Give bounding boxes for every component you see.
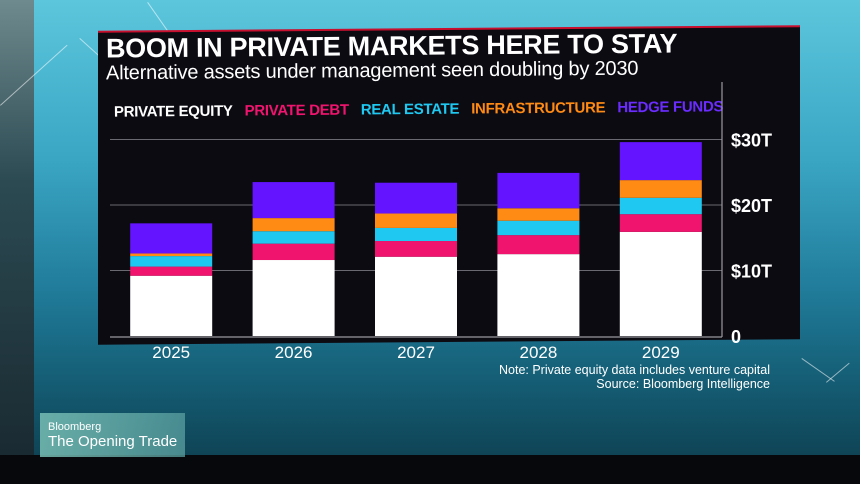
x-tick-label: 2029 bbox=[642, 343, 680, 362]
bar-hedge-funds-2025 bbox=[130, 223, 213, 254]
bar-hedge-funds-2027 bbox=[375, 182, 457, 214]
brand-name: Bloomberg bbox=[48, 421, 102, 433]
bar-infrastructure-2029 bbox=[619, 180, 702, 198]
bar-private-equity-2027 bbox=[375, 256, 457, 336]
bar-hedge-funds-2028 bbox=[497, 172, 580, 209]
bar-infrastructure-2025 bbox=[130, 253, 213, 257]
bar-private-debt-2029 bbox=[619, 214, 702, 232]
bar-private-equity-2026 bbox=[252, 260, 335, 336]
bar-hedge-funds-2026 bbox=[252, 182, 335, 219]
show-logo-box bbox=[40, 413, 185, 457]
bar-infrastructure-2027 bbox=[375, 213, 457, 228]
y-tick-label: $10T bbox=[731, 262, 772, 282]
bar-real-estate-2029 bbox=[619, 197, 702, 215]
y-tick-label: $20T bbox=[731, 196, 772, 216]
x-tick-label: 2027 bbox=[397, 343, 435, 362]
bar-real-estate-2027 bbox=[375, 227, 457, 242]
bar-private-debt-2027 bbox=[375, 241, 457, 257]
bar-private-equity-2028 bbox=[497, 254, 580, 336]
bottom-strip bbox=[0, 455, 860, 484]
bar-infrastructure-2028 bbox=[497, 208, 580, 221]
bar-private-debt-2026 bbox=[252, 243, 335, 261]
bar-infrastructure-2026 bbox=[252, 218, 335, 232]
bar-private-equity-2025 bbox=[130, 275, 213, 336]
y-tick-label: $30T bbox=[731, 131, 772, 151]
chart-source: Source: Bloomberg Intelligence bbox=[596, 377, 770, 391]
bar-real-estate-2025 bbox=[130, 256, 213, 267]
bar-hedge-funds-2029 bbox=[619, 142, 702, 181]
x-tick-label: 2028 bbox=[519, 343, 557, 362]
bar-private-equity-2029 bbox=[619, 231, 702, 336]
x-tick-label: 2026 bbox=[275, 343, 313, 362]
x-tick-label: 2025 bbox=[152, 343, 190, 362]
chart-note: Note: Private equity data includes ventu… bbox=[499, 363, 770, 377]
bar-private-debt-2028 bbox=[497, 235, 580, 255]
bar-real-estate-2026 bbox=[252, 231, 335, 244]
bar-real-estate-2028 bbox=[497, 220, 580, 236]
show-name: The Opening Trade bbox=[48, 433, 178, 450]
y-tick-label: 0 bbox=[731, 327, 741, 347]
bar-private-debt-2025 bbox=[130, 266, 213, 276]
studio-background-left bbox=[0, 0, 34, 455]
